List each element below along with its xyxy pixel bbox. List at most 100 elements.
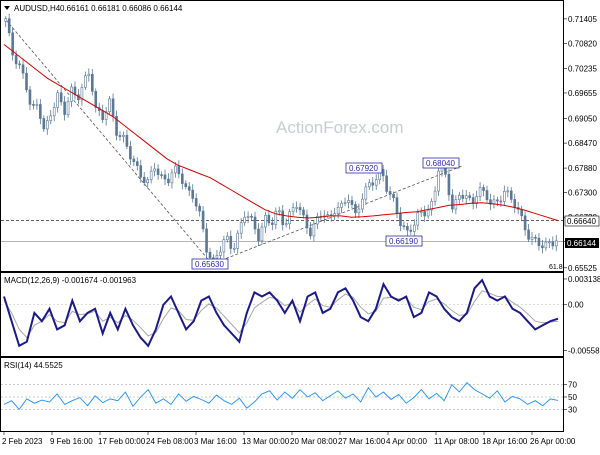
- candle-body: [478, 187, 482, 197]
- candle-body: [357, 208, 361, 214]
- candle-body: [388, 191, 392, 195]
- candle-body: [11, 32, 14, 56]
- candle-body: [267, 214, 271, 224]
- candle-body: [554, 240, 558, 247]
- time-tick-label: 4 Apr 00:00: [386, 437, 427, 446]
- price-axis: 0.71405 0.70820 0.70235 0.69655 0.69050 0.684…: [563, 15, 597, 273]
- candle-body: [316, 215, 319, 225]
- candle-body: [49, 115, 53, 121]
- candle-body: [84, 75, 87, 88]
- candle-body: [347, 200, 350, 203]
- candle-body: [108, 98, 111, 113]
- time-tick-label: 9 Feb 16:00: [50, 437, 93, 446]
- candle-body: [129, 146, 132, 160]
- candle-body: [246, 215, 250, 218]
- candle-body: [402, 225, 406, 227]
- candle-body: [509, 190, 513, 200]
- price-tick-label: 0.67880: [568, 164, 597, 173]
- candle-body: [14, 54, 18, 65]
- candle-body: [471, 197, 475, 204]
- candle-body: [430, 201, 433, 211]
- candle-body: [340, 202, 343, 208]
- candle-body: [354, 204, 357, 214]
- price-tick-label: 0.71405: [568, 15, 597, 24]
- time-tick-label: 17 Feb 00:00: [98, 437, 146, 446]
- candle-body: [309, 227, 312, 237]
- candle-body: [541, 245, 544, 249]
- candle-body: [461, 195, 465, 199]
- candlesticks: [4, 13, 558, 264]
- trendlines: [5, 19, 463, 265]
- candle-body: [250, 215, 253, 218]
- candle-body: [464, 195, 468, 199]
- candle-body: [219, 251, 222, 256]
- svg-text:0.66640: 0.66640: [567, 217, 596, 226]
- candle-body: [271, 222, 274, 225]
- rsi-title: RSI(14) 44.5525: [4, 361, 63, 370]
- candle-body: [170, 172, 174, 184]
- candle-body: [198, 205, 201, 212]
- candle-body: [392, 193, 395, 199]
- candle-body: [87, 73, 91, 77]
- candle-body: [63, 101, 66, 115]
- annotation-high-2: 0.68040: [422, 157, 460, 169]
- candle-body: [4, 18, 8, 22]
- candle-body: [243, 216, 246, 223]
- candle-body: [413, 224, 416, 232]
- candle-body: [367, 182, 371, 188]
- annotation-low-2: 0.66190: [385, 235, 423, 247]
- candle-body: [142, 176, 146, 184]
- candle-body: [482, 187, 485, 191]
- svg-text:0.67920: 0.67920: [349, 164, 378, 173]
- macd-tick-label: 0.00: [568, 301, 584, 310]
- candle-body: [312, 223, 316, 237]
- candle-body: [364, 186, 368, 200]
- candle-body: [284, 223, 288, 226]
- candle-body: [433, 190, 437, 202]
- annotation-low-1: 0.65630: [191, 258, 229, 270]
- candle-body: [544, 241, 548, 249]
- candle-body: [163, 174, 167, 180]
- time-tick-label: 20 Mar 08:00: [290, 437, 338, 446]
- candle-body: [257, 228, 260, 242]
- ohlc-label: 0.66161 0.66181 0.66086 0.66144: [60, 4, 183, 13]
- candle-body: [191, 189, 195, 199]
- candle-body: [305, 214, 309, 229]
- candle-body: [419, 211, 423, 213]
- candle-body: [70, 86, 73, 102]
- candle-body: [281, 210, 285, 226]
- candle-body: [111, 98, 115, 117]
- candle-body: [215, 255, 219, 259]
- candle-body: [506, 190, 510, 193]
- candle-body: [181, 173, 184, 184]
- candle-body: [361, 198, 364, 210]
- candle-body: [530, 236, 534, 240]
- candle-body: [56, 92, 59, 108]
- candle-body: [485, 190, 489, 201]
- price-tick-label: 0.70820: [568, 40, 597, 49]
- candle-body: [260, 226, 264, 242]
- dropdown-arrow-icon[interactable]: [4, 6, 10, 10]
- fib-level-label: 61.8: [549, 264, 563, 271]
- candle-body: [381, 169, 385, 177]
- candle-body: [52, 107, 56, 117]
- macd-main-line: [3, 278, 559, 348]
- rsi-line: [3, 382, 559, 411]
- svg-text:0.68040: 0.68040: [426, 159, 455, 168]
- candle-body: [90, 73, 94, 92]
- candle-body: [343, 202, 347, 204]
- price-tick-label: 0.65525: [568, 264, 597, 273]
- candle-body: [371, 182, 375, 186]
- candle-body: [42, 118, 46, 130]
- candle-body: [18, 63, 21, 66]
- candle-body: [523, 215, 527, 231]
- candle-body: [437, 170, 440, 192]
- time-tick-label: 24 Feb 08:00: [146, 437, 194, 446]
- candle-body: [35, 104, 39, 106]
- candle-body: [399, 212, 402, 226]
- time-tick-label: 11 Apr 08:00: [434, 437, 479, 446]
- macd-title: MACD(12,26,9) -0.001674 -0.001963: [4, 276, 137, 285]
- moving-average-line: [3, 44, 559, 222]
- candle-body: [115, 116, 118, 136]
